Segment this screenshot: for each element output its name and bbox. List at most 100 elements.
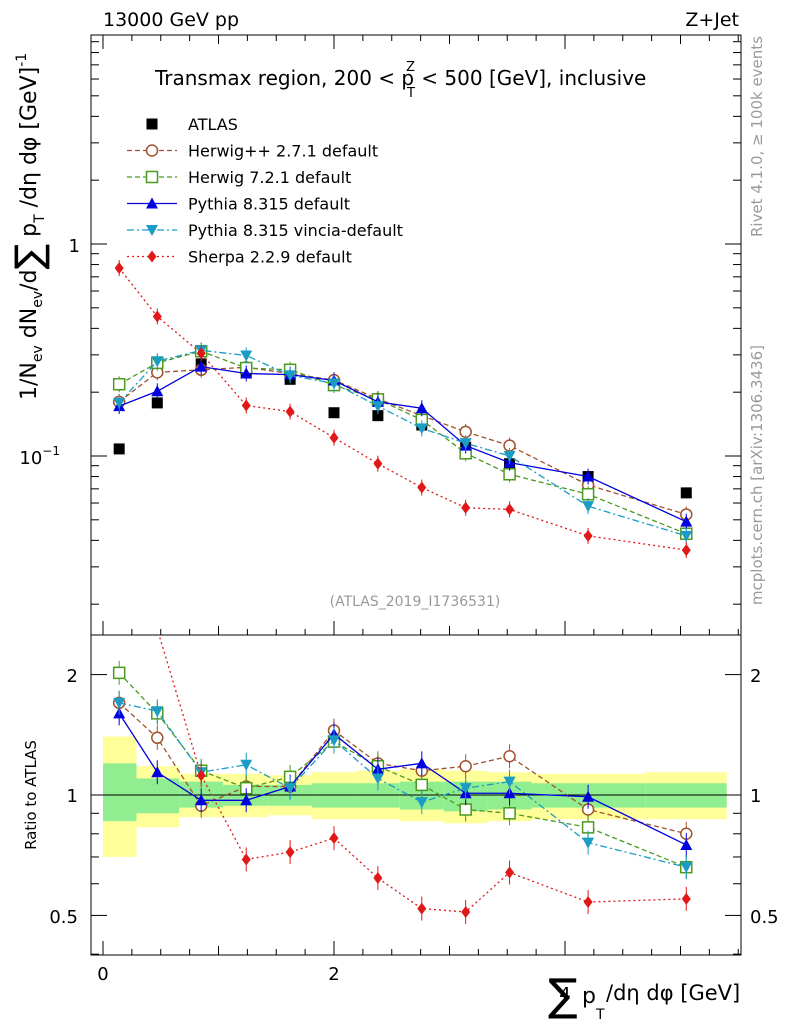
plot-title: Transmax region, 200 < pZ T < 500 [GeV], … <box>154 60 646 101</box>
x-axis-label: ∑ p T /dη dφ [GeV] <box>548 970 740 1023</box>
legend-label-pythia-8-315-vincia-default: Pythia 8.315 vincia-default <box>188 221 403 240</box>
ratio-series-sherpa-2-2-9-default <box>158 635 691 924</box>
legend-item-atlas: ATLAS <box>146 115 238 134</box>
analysis-id: (ATLAS_2019_I1736531) <box>330 594 501 610</box>
point-pythia-8-315-vincia-default-9 <box>503 451 516 462</box>
ratio-point-herwig-2-7-1-default-1 <box>151 731 164 745</box>
ratio-point-pythia-8-315-vincia-default-0 <box>113 697 126 709</box>
y-ratio-tick-05-right: 0.5 <box>750 907 779 928</box>
x-axis-label-tail: /dη dφ [GeV] <box>606 981 740 1005</box>
series-line-herwig-7-2-1-default <box>118 350 687 535</box>
legend-marker-herwig-2-7-1-default <box>145 144 159 157</box>
ratio-point-pythia-8-315-default-3 <box>240 794 253 806</box>
point-sherpa-2-2-9-default-1 <box>152 310 162 323</box>
point-sherpa-2-2-9-default-8 <box>461 501 471 514</box>
x-tick-label-0: 0 <box>97 964 108 985</box>
point-sherpa-2-2-9-default-10 <box>583 529 593 542</box>
point-pythia-8-315-vincia-default-1 <box>151 356 164 368</box>
point-pythia-8-315-vincia-default-4 <box>284 370 297 382</box>
ratio-line-pythia-8-315-default <box>118 712 687 846</box>
legend-label-atlas: ATLAS <box>188 115 238 134</box>
series-herwig-2-7-1-default <box>112 359 693 523</box>
series-line-pythia-8-315-default <box>118 365 687 523</box>
point-sherpa-2-2-9-default-0 <box>114 262 124 275</box>
ratio-point-herwig-2-7-1-default-9 <box>503 749 516 763</box>
point-sherpa-2-2-9-default-9 <box>505 503 515 516</box>
band-stat-0 <box>103 763 137 822</box>
y-ratio-tick-2-right: 2 <box>750 666 761 687</box>
x-axis-label-p: p <box>582 984 596 1009</box>
ratio-point-pythia-8-315-vincia-default-8 <box>459 783 472 795</box>
legend-item-pythia-8-315-vincia-default: Pythia 8.315 vincia-default <box>127 221 403 240</box>
y-axis-label-main: 1/Nev dNev/d∑ pT /dη dφ [GeV]-1 <box>7 53 51 400</box>
legend-marker-atlas <box>146 118 158 130</box>
point-sherpa-2-2-9-default-11 <box>681 544 691 557</box>
point-pythia-8-315-default-1 <box>151 385 164 397</box>
ratio-series-group <box>112 635 693 924</box>
legend-label-herwig-7-2-1-default: Herwig 7.2.1 default <box>188 168 351 187</box>
point-pythia-8-315-vincia-default-0 <box>113 397 126 409</box>
legend-item-pythia-8-315-default: Pythia 8.315 default <box>127 195 350 214</box>
point-pythia-8-315-default-11 <box>680 515 693 527</box>
legend-marker-pythia-8-315-vincia-default <box>146 225 158 236</box>
point-herwig-7-2-1-default-10 <box>581 488 595 501</box>
y-main-tick-10: 10−1 <box>19 444 60 469</box>
ratio-point-pythia-8-315-vincia-default-6 <box>371 773 384 785</box>
rivet-label: Rivet 4.1.0, ≥ 100k events <box>748 36 766 237</box>
band-stat-1 <box>136 778 180 814</box>
point-sherpa-2-2-9-default-7 <box>417 481 427 494</box>
legend-marker-pythia-8-315-default <box>146 197 158 209</box>
ratio-point-herwig-7-2-1-default-9 <box>503 807 516 820</box>
ratio-line-pythia-8-315-vincia-default <box>119 702 687 868</box>
ratio-line-herwig-2-7-1-default <box>118 702 687 835</box>
y-ratio-tick-2-left: 2 <box>67 666 78 687</box>
ratio-point-sherpa-2-2-9-default-11 <box>681 892 691 905</box>
ratio-point-pythia-8-315-default-11 <box>680 838 693 850</box>
point-pythia-8-315-default-2 <box>195 360 208 372</box>
ratio-point-herwig-7-2-1-default-0 <box>112 666 126 680</box>
ratio-point-pythia-8-315-vincia-default-1 <box>151 706 164 718</box>
ratio-point-pythia-8-315-vincia-default-4 <box>284 783 297 795</box>
legend-marker-herwig-7-2-1-default <box>145 170 159 184</box>
series-pythia-8-315-default <box>113 358 693 530</box>
ratio-point-sherpa-2-2-9-default-2 <box>196 769 206 782</box>
point-sherpa-2-2-9-default-2 <box>196 347 206 360</box>
ratio-point-pythia-8-315-default-10 <box>582 790 595 802</box>
ratio-point-sherpa-2-2-9-default-9 <box>505 866 515 879</box>
point-atlas-11 <box>680 487 692 499</box>
point-pythia-8-315-vincia-default-6 <box>371 401 384 413</box>
point-atlas-0 <box>113 443 125 455</box>
y-axis-label-ratio: Ratio to ATLAS <box>22 740 40 850</box>
ratio-point-pythia-8-315-default-1 <box>151 766 164 778</box>
point-pythia-8-315-vincia-default-5 <box>328 378 340 390</box>
y-main-tick-1: 1 <box>69 236 80 257</box>
point-pythia-8-315-default-10 <box>582 470 595 482</box>
ratio-point-sherpa-2-2-9-default-4 <box>285 846 295 859</box>
ratio-line-sherpa-2-2-9-default <box>158 635 687 913</box>
x-tick-label-4: 4 <box>559 984 570 1005</box>
ratio-point-sherpa-2-2-9-default-7 <box>417 902 427 915</box>
ratio-uncertainty-bands <box>103 736 727 857</box>
point-atlas-6 <box>372 410 384 422</box>
point-pythia-8-315-default-3 <box>240 367 253 379</box>
series-line-sherpa-2-2-9-default <box>118 267 687 551</box>
legend: ATLAS Herwig++ 2.7.1 default Herwig 7.2.1 … <box>127 115 403 267</box>
process-label: Z+Jet <box>685 9 739 31</box>
point-pythia-8-315-default-7 <box>415 402 428 414</box>
series-sherpa-2-2-9-default <box>114 260 691 559</box>
point-sherpa-2-2-9-default-3 <box>241 399 251 412</box>
plot-title-main: Transmax region, 200 < p <box>154 66 414 90</box>
x-axis-label-sum: ∑ <box>548 970 578 1021</box>
point-herwig-7-2-1-default-0 <box>112 377 126 391</box>
ratio-point-pythia-8-315-vincia-default-3 <box>240 759 253 771</box>
y-ratio-tick-1-left: 1 <box>67 786 78 807</box>
point-sherpa-2-2-9-default-4 <box>285 405 295 418</box>
main-series-group <box>112 260 693 559</box>
point-atlas-1 <box>151 397 163 409</box>
ratio-point-sherpa-2-2-9-default-10 <box>583 896 593 909</box>
x-axis-label-sub: T <box>595 1007 605 1023</box>
point-pythia-8-315-vincia-default-11 <box>680 530 693 542</box>
energy-label: 13000 GeV pp <box>103 9 239 31</box>
